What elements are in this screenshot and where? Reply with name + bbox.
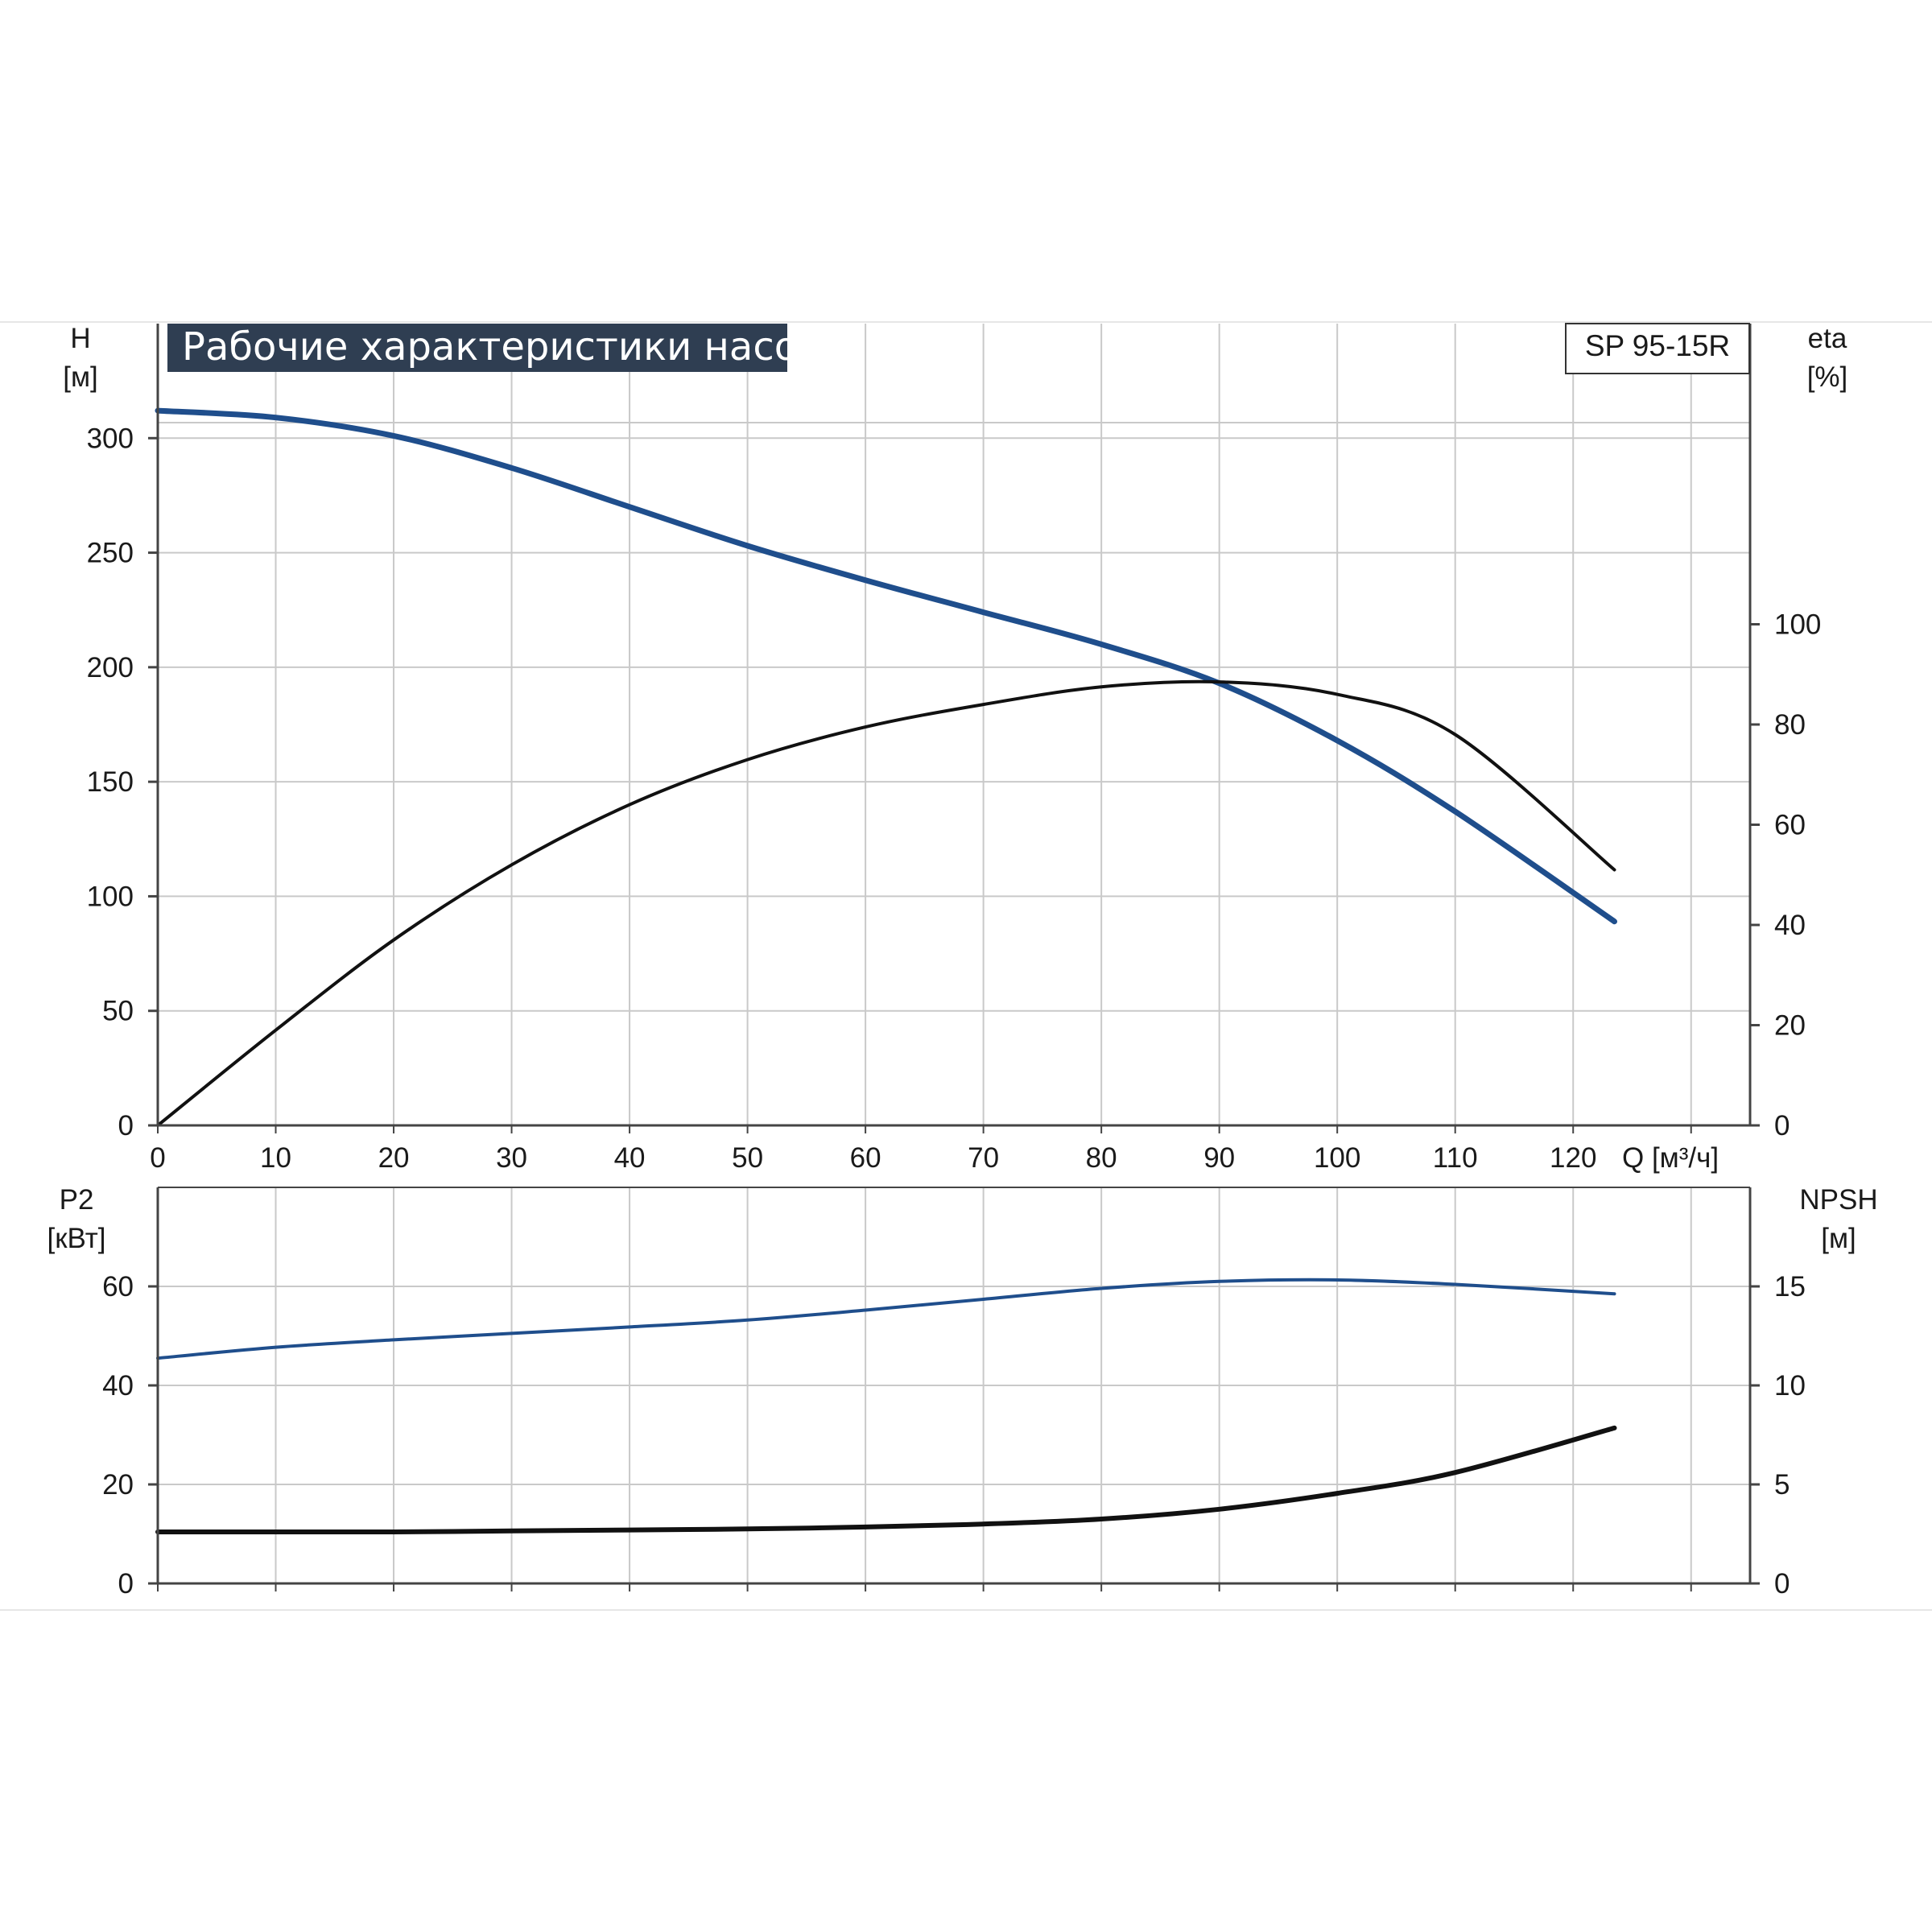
y-tick-label: 50	[102, 996, 134, 1027]
chart-title-background	[167, 324, 787, 372]
y2-tick-label: 15	[1774, 1271, 1806, 1302]
y-tick-label: 0	[118, 1568, 134, 1600]
y-tick-label: 100	[87, 881, 134, 912]
x-axis-label: Q [м³/ч]	[1622, 1142, 1719, 1174]
p2-axis-label: P2	[60, 1184, 94, 1216]
power-curve-line	[156, 1278, 1616, 1360]
bottom-series	[155, 1278, 1617, 1535]
top-grid	[158, 324, 1750, 1125]
x-tick-label: 10	[260, 1142, 291, 1174]
y2-axis-unit: [%]	[1807, 361, 1848, 393]
x-tick-label: 30	[496, 1142, 527, 1174]
x-tick-label: 90	[1203, 1142, 1235, 1174]
model-label-border	[1565, 323, 1750, 374]
p2-axis-unit: [кВт]	[47, 1223, 106, 1254]
x-tick-label: 70	[968, 1142, 999, 1174]
y-tick-label: 300	[87, 423, 134, 454]
bottom-axes	[148, 1187, 1760, 1591]
head-efficiency-chart: 0 50 100 150 200 250 300 0 20 40 60 80 100 0 10 20 30 40 5…	[63, 323, 1847, 1174]
npsh-curve-line	[155, 1425, 1617, 1535]
bottom-tick-labels: 0 20 40 60 0 5 10 15	[102, 1271, 1806, 1600]
y2-tick-label: 20	[1774, 1010, 1806, 1042]
x-tick-label: 50	[732, 1142, 763, 1174]
y-axis-unit: [м]	[63, 361, 98, 393]
y-tick-label: 0	[118, 1110, 134, 1141]
y-tick-label: 40	[102, 1370, 134, 1402]
power-npsh-chart: 0 20 40 60 0 5 10 15 P2 [кВт] NPSH [м]	[47, 1184, 1878, 1600]
y2-tick-label: 10	[1774, 1370, 1806, 1402]
y2-tick-label: 5	[1774, 1469, 1790, 1501]
y-tick-label: 250	[87, 538, 134, 569]
y2-axis-label: eta	[1808, 323, 1847, 354]
y-tick-label: 20	[102, 1469, 134, 1501]
y-tick-label: 150	[87, 766, 134, 798]
y2-tick-label: 80	[1774, 709, 1806, 741]
top-axes	[148, 324, 1760, 1133]
model-label-box: SP 95-15R	[1565, 323, 1750, 374]
top-tick-labels: 0 50 100 150 200 250 300 0 20 40 60 80 100 0 10 20 30 40 5…	[87, 423, 1822, 1174]
x-tick-label: 20	[378, 1142, 410, 1174]
y2-tick-label: 60	[1774, 810, 1806, 841]
y-tick-label: 200	[87, 652, 134, 683]
efficiency-curve-line	[156, 679, 1616, 1127]
npsh-axis-unit: [м]	[1821, 1223, 1856, 1254]
x-tick-label: 80	[1086, 1142, 1117, 1174]
y-axis-label: H	[70, 323, 90, 354]
y-tick-label: 60	[102, 1271, 134, 1302]
y2-tick-label: 100	[1774, 609, 1821, 641]
x-tick-label: 100	[1314, 1142, 1360, 1174]
bottom-grid	[158, 1187, 1750, 1583]
x-tick-label: 60	[850, 1142, 881, 1174]
head-curve-line	[155, 407, 1617, 925]
x-tick-label: 120	[1550, 1142, 1596, 1174]
y2-tick-label: 0	[1774, 1110, 1790, 1141]
chart-title: Рабочие характеристики насоса	[182, 324, 843, 369]
x-tick-label: 40	[614, 1142, 646, 1174]
top-series	[155, 407, 1617, 1127]
x-tick-label: 0	[150, 1142, 165, 1174]
model-label: SP 95-15R	[1585, 329, 1730, 362]
y2-tick-label: 40	[1774, 910, 1806, 941]
npsh-axis-label: NPSH	[1799, 1184, 1877, 1216]
y2-tick-label: 0	[1774, 1568, 1790, 1600]
x-tick-label: 110	[1433, 1142, 1478, 1174]
chart-title-box: Рабочие характеристики насоса	[167, 324, 843, 372]
